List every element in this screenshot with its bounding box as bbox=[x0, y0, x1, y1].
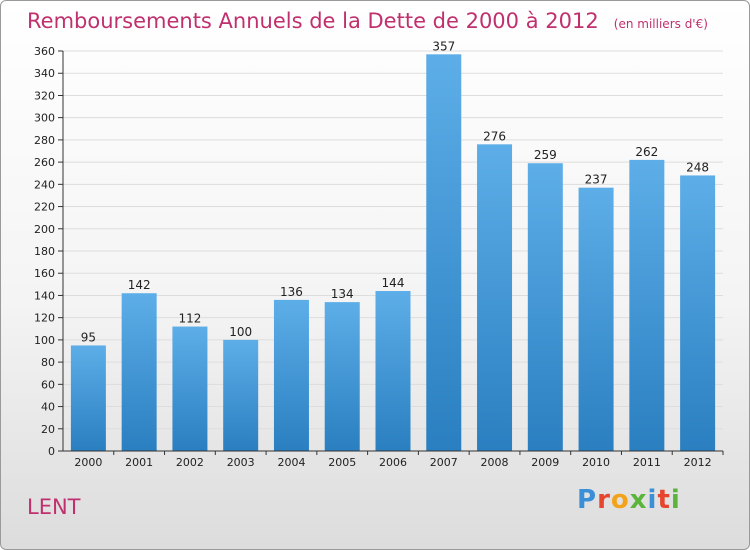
bar-2000 bbox=[70, 345, 106, 451]
logo-letter: r bbox=[597, 485, 611, 515]
bar-2011 bbox=[629, 159, 665, 451]
value-label: 144 bbox=[382, 276, 405, 290]
logo-letter: i bbox=[670, 485, 681, 515]
logo-letter: x bbox=[629, 485, 648, 515]
y-tick-label: 340 bbox=[34, 67, 55, 80]
x-tick-label: 2003 bbox=[227, 456, 255, 469]
bar-2001 bbox=[121, 293, 157, 451]
x-tick-label: 2006 bbox=[379, 456, 407, 469]
logo-letter: o bbox=[610, 485, 630, 515]
y-tick-label: 140 bbox=[34, 289, 55, 302]
x-tick-label: 2005 bbox=[328, 456, 356, 469]
bar-2008 bbox=[477, 144, 513, 452]
value-label: 142 bbox=[128, 278, 151, 292]
y-tick-label: 20 bbox=[41, 423, 55, 436]
y-tick-label: 0 bbox=[48, 445, 55, 458]
bar-2009 bbox=[527, 163, 563, 451]
proxiti-logo: Proxiti bbox=[577, 485, 717, 525]
value-label: 136 bbox=[280, 285, 303, 299]
logo-letter: P bbox=[577, 485, 598, 515]
value-label: 100 bbox=[229, 325, 252, 339]
value-label: 237 bbox=[585, 173, 608, 187]
value-label: 95 bbox=[81, 330, 96, 344]
bar-2005 bbox=[324, 302, 360, 451]
chart-subtitle: (en milliers d'€) bbox=[613, 17, 708, 31]
y-tick-label: 120 bbox=[34, 312, 55, 325]
x-tick-label: 2004 bbox=[277, 456, 305, 469]
x-tick-label: 2002 bbox=[176, 456, 204, 469]
x-tick-label: 2008 bbox=[481, 456, 509, 469]
y-tick-label: 240 bbox=[34, 178, 55, 191]
chart-title: Remboursements Annuels de la Dette de 20… bbox=[27, 9, 599, 33]
bar-2012 bbox=[680, 175, 716, 451]
bar-2007 bbox=[426, 54, 462, 451]
x-tick-label: 2001 bbox=[125, 456, 153, 469]
bar-2004 bbox=[273, 299, 309, 451]
value-label: 248 bbox=[686, 160, 709, 174]
value-label: 276 bbox=[483, 129, 506, 143]
y-tick-label: 360 bbox=[34, 45, 55, 58]
bars bbox=[70, 54, 716, 452]
y-tick-label: 180 bbox=[34, 245, 55, 258]
y-tick-label: 40 bbox=[41, 401, 55, 414]
x-tick-label: 2011 bbox=[633, 456, 661, 469]
y-tick-label: 100 bbox=[34, 334, 55, 347]
value-label: 112 bbox=[178, 312, 201, 326]
y-tick-label: 220 bbox=[34, 201, 55, 214]
x-tick-label: 2009 bbox=[531, 456, 559, 469]
x-tick-label: 2010 bbox=[582, 456, 610, 469]
value-label: 357 bbox=[432, 39, 455, 53]
bar-2006 bbox=[375, 291, 411, 451]
logo-letter: t bbox=[657, 485, 671, 515]
x-tick-label: 2007 bbox=[430, 456, 458, 469]
y-tick-label: 300 bbox=[34, 112, 55, 125]
x-tick-label: 2000 bbox=[74, 456, 102, 469]
value-label: 259 bbox=[534, 148, 557, 162]
y-tick-label: 60 bbox=[41, 378, 55, 391]
tick-labels: 0 20 40 60 80 100 120 140 160 180 200 220 240 260 280 3… bbox=[34, 39, 712, 469]
chart-title-block: Remboursements Annuels de la Dette de 20… bbox=[27, 9, 708, 33]
y-tick-label: 280 bbox=[34, 134, 55, 147]
commune-name: LENT bbox=[27, 495, 81, 519]
y-tick-label: 260 bbox=[34, 156, 55, 169]
bar-2002 bbox=[172, 326, 208, 451]
y-tick-label: 320 bbox=[34, 89, 55, 102]
axes bbox=[58, 50, 724, 455]
y-tick-label: 160 bbox=[34, 267, 55, 280]
logo-letter: i bbox=[647, 485, 658, 515]
y-tick-label: 80 bbox=[41, 356, 55, 369]
bar-2003 bbox=[223, 339, 259, 451]
value-label: 134 bbox=[331, 287, 354, 301]
bar-2010 bbox=[578, 187, 614, 451]
value-label: 262 bbox=[635, 145, 658, 159]
x-tick-label: 2012 bbox=[684, 456, 712, 469]
y-tick-label: 200 bbox=[34, 223, 55, 236]
